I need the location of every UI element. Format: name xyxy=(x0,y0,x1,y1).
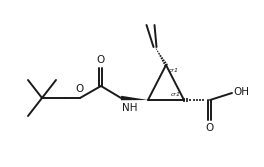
Text: OH: OH xyxy=(233,87,249,97)
Text: O: O xyxy=(97,55,105,65)
Text: O: O xyxy=(76,84,84,94)
Text: cr1: cr1 xyxy=(169,68,179,73)
Polygon shape xyxy=(121,96,148,100)
Text: NH: NH xyxy=(122,103,138,113)
Text: O: O xyxy=(206,123,214,133)
Text: cr1: cr1 xyxy=(171,92,181,97)
